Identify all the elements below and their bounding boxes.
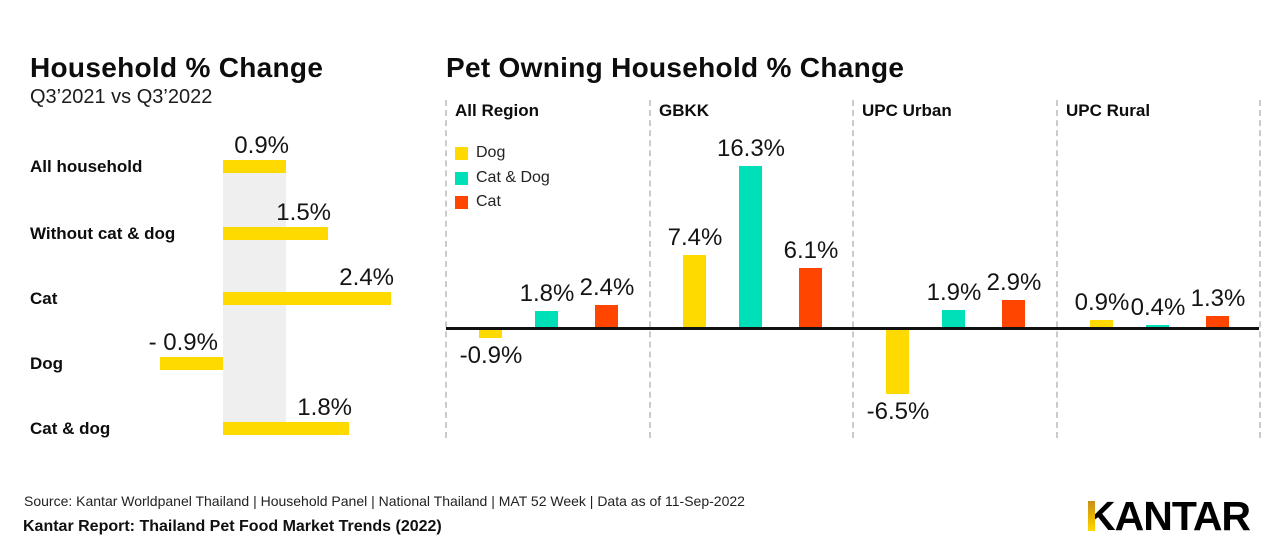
vbar	[535, 311, 558, 329]
vbar	[739, 166, 762, 329]
value-label: 1.8%	[297, 394, 352, 421]
legend-item: Cat	[455, 193, 501, 211]
hbar	[223, 292, 391, 305]
region-header: UPC Rural	[1066, 101, 1151, 120]
value-label: 6.1%	[783, 237, 839, 264]
value-label: 0.9%	[1074, 289, 1130, 316]
legend-label: Cat	[476, 193, 501, 210]
household-chart-subtitle: Q3’2021 vs Q3’2022	[30, 86, 213, 108]
vbar	[683, 255, 706, 329]
value-label: 7.4%	[667, 224, 723, 251]
legend-item: Dog	[455, 144, 505, 162]
vbar	[1002, 300, 1025, 329]
legend-label: Cat & Dog	[476, 169, 550, 186]
value-label: 2.4%	[579, 274, 635, 301]
region-header: All Region	[455, 101, 540, 120]
value-label: 16.3%	[716, 135, 786, 162]
category-label: Cat & dog	[30, 419, 111, 438]
group-separator-line	[649, 100, 651, 438]
vbar	[799, 268, 822, 329]
category-label: Cat	[30, 289, 58, 308]
category-label: Dog	[30, 354, 64, 373]
value-label: 0.4%	[1130, 294, 1186, 321]
hbar	[223, 160, 286, 173]
legend-swatch	[455, 146, 468, 160]
group-separator-line	[1259, 100, 1261, 438]
value-label: 1.3%	[1190, 285, 1246, 312]
hbar	[223, 227, 328, 240]
value-label: 1.8%	[519, 280, 575, 307]
vbar	[1090, 320, 1113, 329]
kantar-logo-accent-stem	[1088, 501, 1095, 531]
vbar	[886, 329, 909, 394]
group-separator-line	[852, 100, 854, 438]
vbar	[595, 305, 618, 329]
legend-label: Dog	[476, 144, 506, 161]
vbar	[942, 310, 965, 329]
legend-item: Cat & Dog	[455, 169, 550, 187]
legend-swatch	[455, 195, 468, 209]
category-label: All household	[30, 157, 143, 176]
group-separator-line	[1056, 100, 1058, 438]
zero-axis-line	[446, 327, 1259, 330]
kantar-logo: KANTAR	[1086, 496, 1258, 537]
source-text: Source: Kantar Worldpanel Thailand | Hou…	[24, 493, 745, 509]
hbar	[160, 357, 223, 370]
value-label: 1.9%	[926, 279, 982, 306]
category-label: Without cat & dog	[30, 224, 176, 243]
vbar	[479, 329, 502, 338]
kantar-logo-text: KANTAR	[1086, 493, 1251, 539]
household-chart-title: Household % Change	[30, 52, 324, 83]
value-label: -0.9%	[459, 342, 523, 369]
group-separator-line	[445, 100, 447, 438]
value-label: -6.5%	[866, 398, 930, 425]
value-label: 2.4%	[339, 264, 394, 291]
region-header: UPC Urban	[862, 101, 952, 120]
value-label: 1.5%	[276, 199, 331, 226]
pet-owning-chart-title: Pet Owning Household % Change	[446, 52, 905, 83]
value-label: 2.9%	[986, 269, 1042, 296]
report-title-text: Kantar Report: Thailand Pet Food Market …	[23, 518, 442, 535]
region-header: GBKK	[659, 101, 710, 120]
hbar	[223, 422, 349, 435]
legend-swatch	[455, 171, 468, 185]
vbar	[1206, 316, 1229, 329]
value-label: - 0.9%	[148, 329, 218, 356]
value-label: 0.9%	[234, 132, 289, 159]
